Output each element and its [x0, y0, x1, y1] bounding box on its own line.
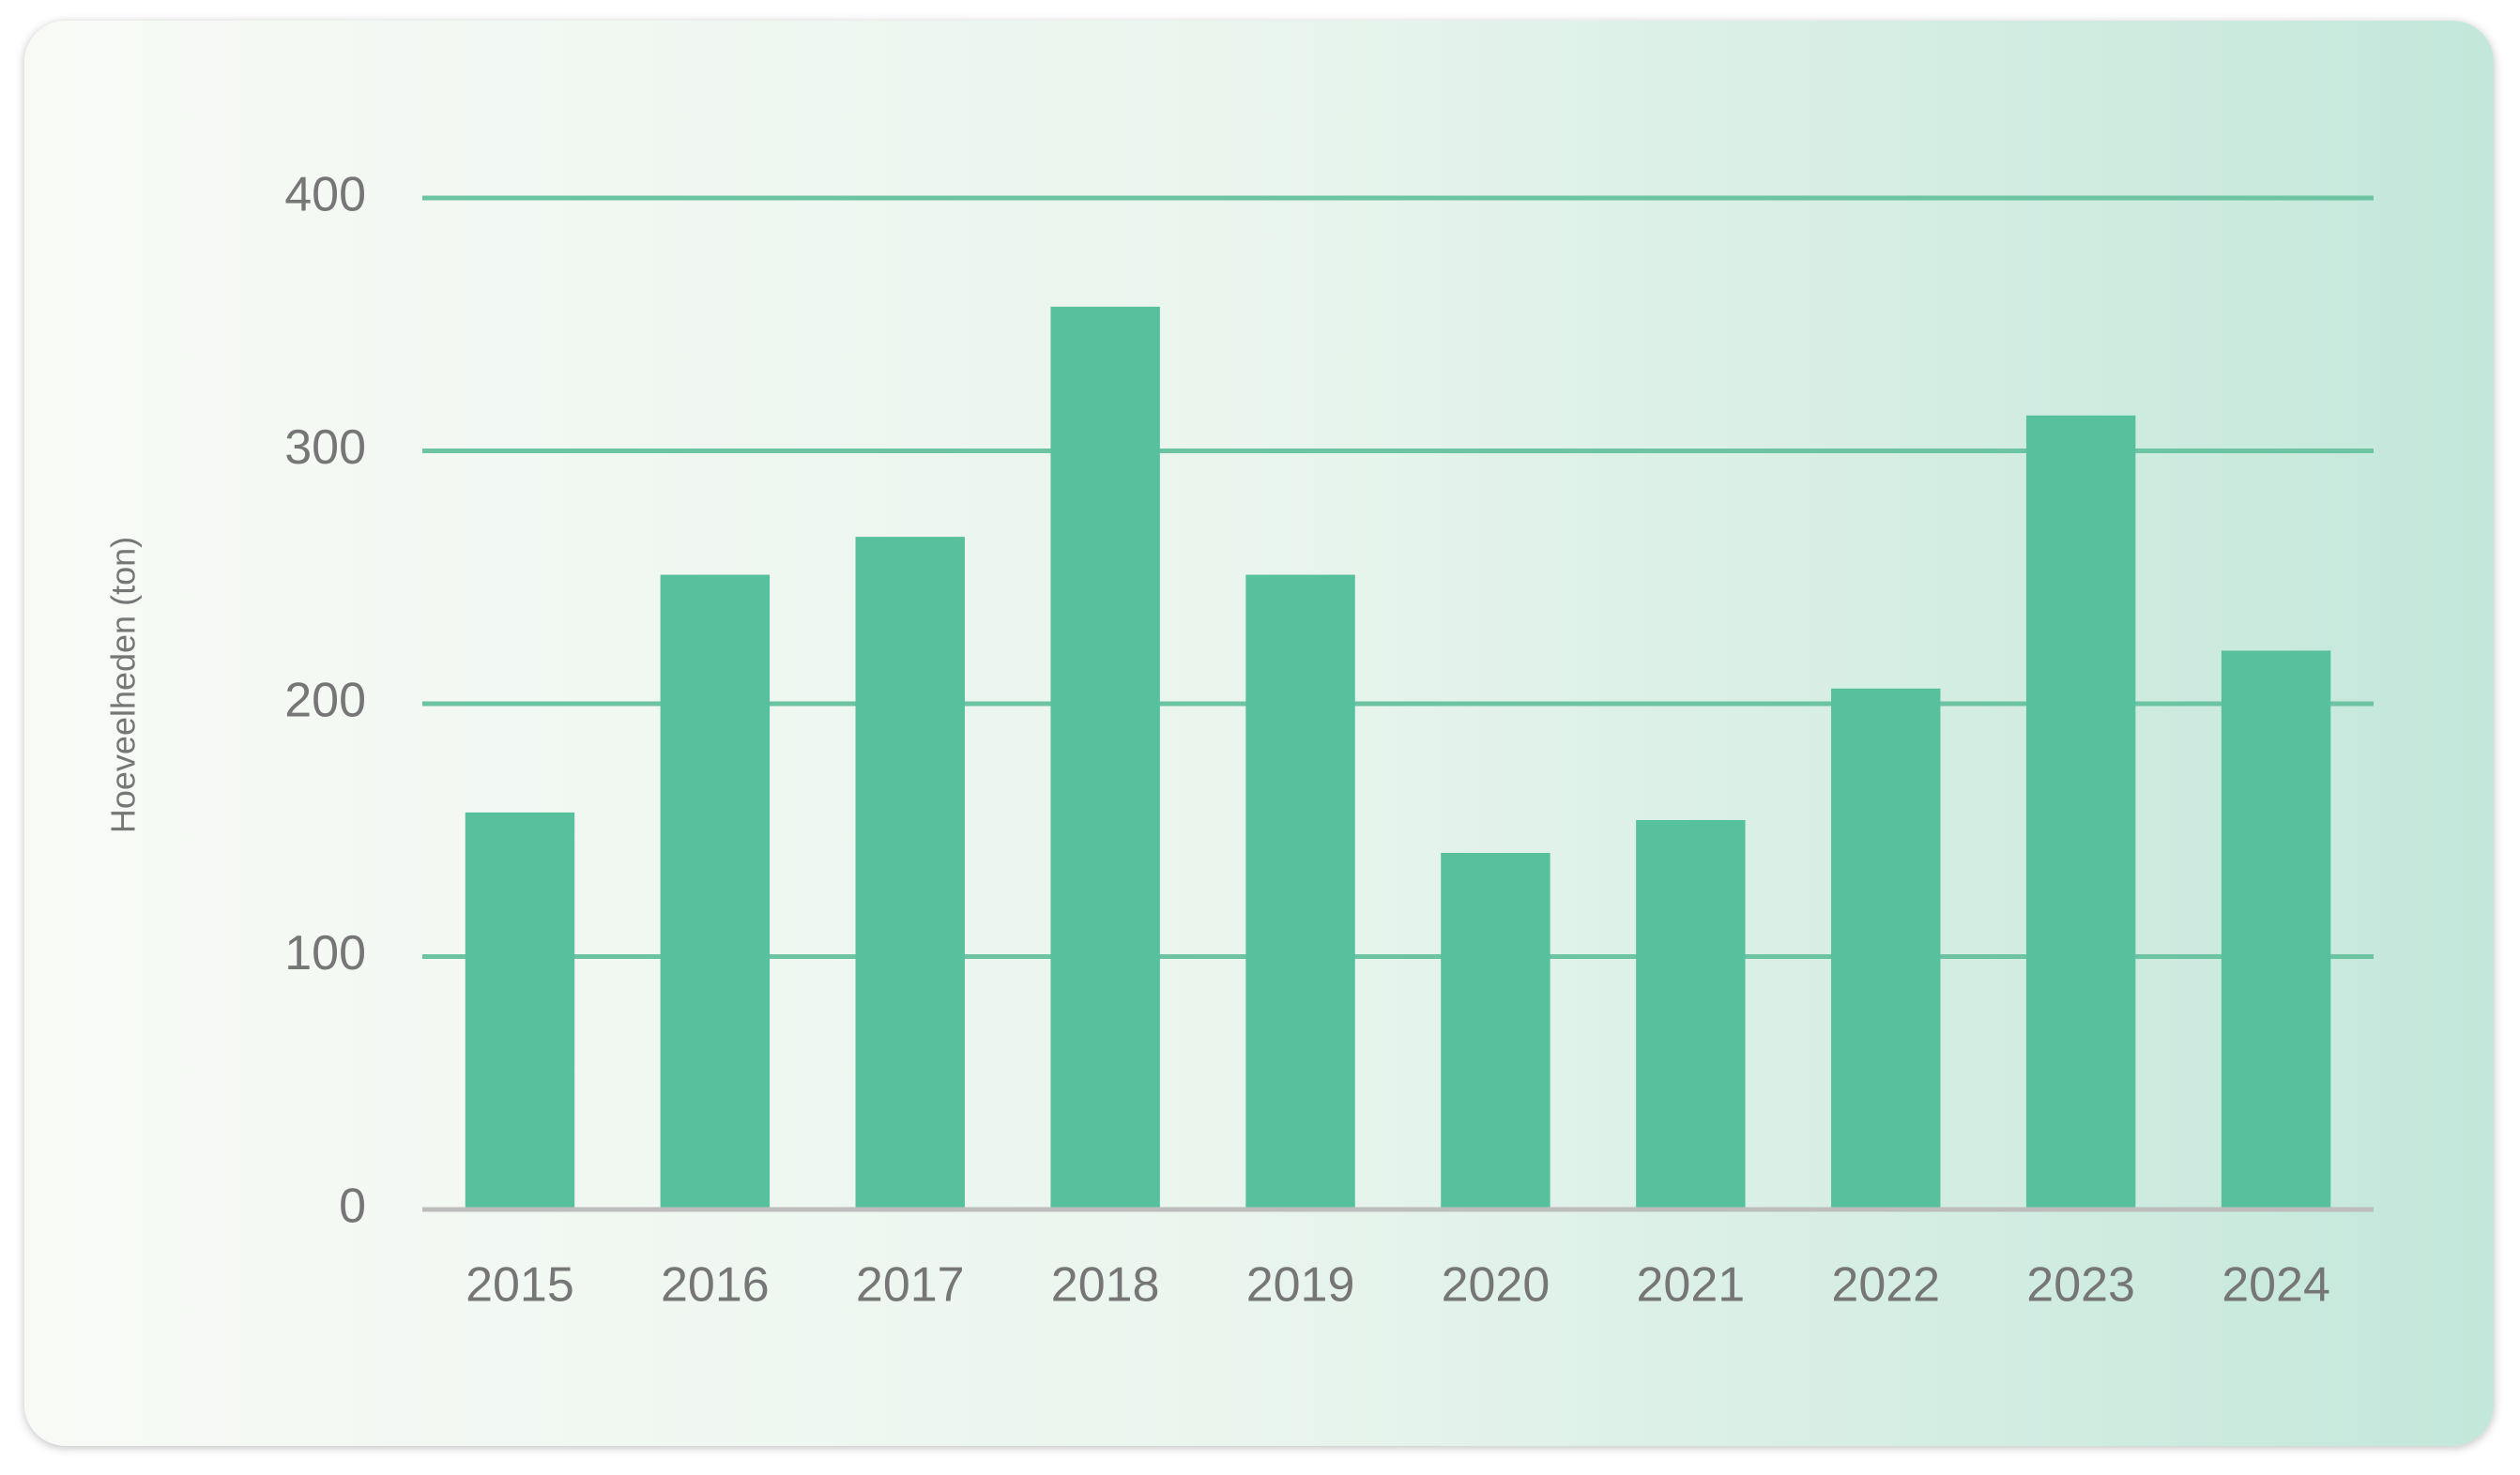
y-tick-label: 300 [284, 420, 366, 475]
x-tick-label: 2018 [1051, 1258, 1160, 1313]
bar [1831, 688, 1941, 1209]
bar [1050, 306, 1160, 1209]
x-tick-label: 2024 [2222, 1258, 2330, 1313]
x-tick-label: 2015 [466, 1258, 574, 1313]
bar [2221, 650, 2331, 1209]
x-tick-label: 2020 [1442, 1258, 1550, 1313]
x-tick-label: 2022 [1831, 1258, 1940, 1313]
bar [1245, 574, 1355, 1209]
y-axis-title: Hoeveelheden (ton) [104, 537, 143, 833]
x-tick-label: 2019 [1246, 1258, 1355, 1313]
bar [855, 537, 965, 1209]
x-tick-label: 2021 [1637, 1258, 1746, 1313]
y-tick-label: 100 [284, 926, 366, 981]
y-tick-label: 400 [284, 168, 366, 222]
y-tick-label: 0 [339, 1179, 366, 1234]
x-tick-label: 2016 [661, 1258, 770, 1313]
x-tick-label: 2017 [856, 1258, 965, 1313]
x-tick-label: 2023 [2026, 1258, 2135, 1313]
bar [465, 812, 575, 1209]
bar [1441, 853, 1550, 1209]
y-tick-label: 200 [284, 674, 366, 728]
bar [660, 574, 771, 1209]
bar [2025, 415, 2136, 1209]
bar [1636, 819, 1746, 1209]
